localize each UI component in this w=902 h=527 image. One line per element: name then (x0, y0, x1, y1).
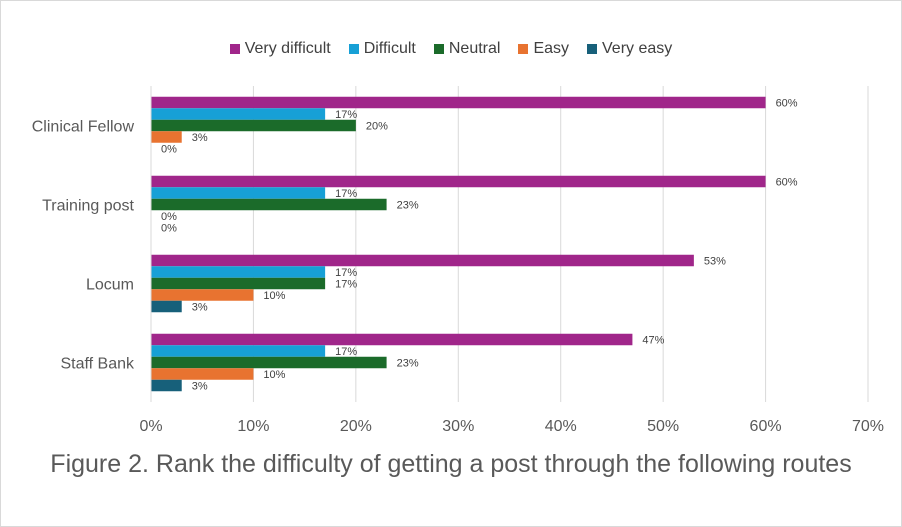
legend-swatch (518, 44, 529, 54)
data-label: 23% (397, 200, 419, 212)
bar (151, 333, 633, 346)
data-label: 3% (192, 302, 208, 314)
bar (151, 119, 356, 132)
category-label: Training post (42, 198, 134, 215)
x-tick-label: 10% (237, 418, 269, 435)
x-tick-label: 50% (647, 418, 679, 435)
bar (151, 198, 387, 211)
bar (151, 379, 182, 392)
category-label: Locum (86, 277, 134, 294)
data-label: 0% (161, 223, 177, 235)
legend-label: Easy (533, 40, 570, 57)
x-tick-label: 40% (545, 418, 577, 435)
legend-item-very-easy: Very easy (587, 40, 672, 58)
bar (151, 356, 387, 369)
data-label: 17% (335, 109, 357, 121)
figure-caption: Figure 2. Rank the difficulty of getting… (50, 450, 852, 478)
legend-label: Very easy (602, 40, 673, 57)
bar (151, 345, 326, 357)
category-label: Staff Bank (60, 356, 135, 373)
x-tick-label: 20% (340, 418, 372, 435)
data-label: 3% (192, 381, 208, 393)
data-label: 20% (366, 121, 388, 133)
bar (151, 289, 254, 301)
x-tick-label: 70% (852, 418, 884, 435)
bar (151, 300, 182, 313)
data-label: 17% (335, 188, 357, 200)
data-label: 23% (397, 358, 419, 370)
bar (151, 254, 694, 267)
bar (151, 187, 326, 199)
legend-item-neutral: Neutral (433, 40, 501, 58)
legend-swatch (587, 44, 598, 54)
category-label: Clinical Fellow (32, 119, 135, 136)
data-label: 3% (192, 132, 208, 144)
data-label: 60% (776, 177, 798, 189)
legend-label: Neutral (448, 40, 501, 57)
bar (151, 175, 766, 188)
data-label: 17% (335, 279, 357, 291)
bar (151, 277, 326, 290)
legend-item-difficult: Difficult (348, 40, 416, 58)
bar (151, 131, 182, 143)
legend: Very difficult Difficult Neutral Easy Ve… (0, 40, 902, 58)
legend-item-very-difficult: Very difficult (229, 40, 331, 58)
legend-item-easy: Easy (518, 40, 569, 58)
data-label: 0% (161, 211, 177, 223)
data-label: 10% (263, 369, 285, 381)
bar (151, 96, 766, 109)
data-label: 0% (161, 144, 177, 156)
legend-swatch (348, 44, 359, 54)
legend-swatch (229, 44, 240, 54)
data-label: 17% (335, 267, 357, 279)
bar (151, 368, 254, 380)
data-label: 60% (776, 98, 798, 110)
data-label: 10% (263, 290, 285, 302)
legend-label: Difficult (363, 40, 416, 57)
bar (151, 108, 326, 120)
legend-swatch (433, 44, 444, 54)
bar (151, 266, 326, 278)
x-tick-label: 60% (750, 418, 782, 435)
legend-label: Very difficult (244, 40, 331, 57)
data-label: 47% (642, 335, 664, 347)
x-tick-label: 0% (139, 418, 162, 435)
data-label: 17% (335, 346, 357, 358)
x-tick-label: 30% (442, 418, 474, 435)
data-label: 53% (704, 256, 726, 268)
